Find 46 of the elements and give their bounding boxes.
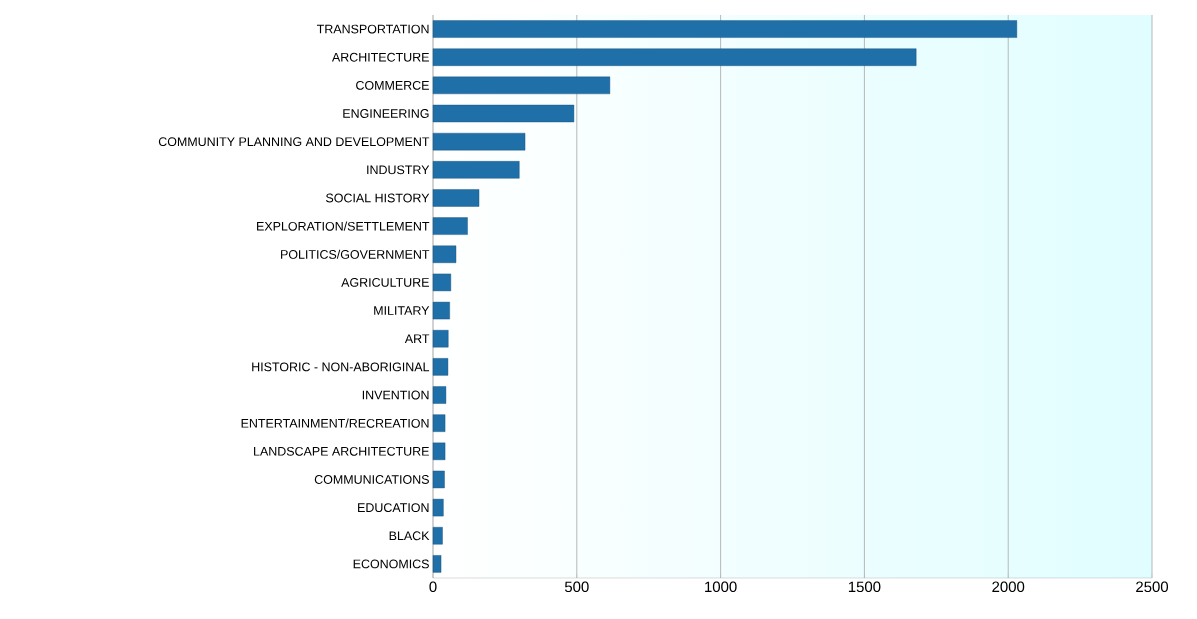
y-tick-label: COMMERCE [356, 80, 429, 90]
bar [432, 414, 446, 432]
y-tick-label: ENTERTAINMENT/RECREATION [241, 418, 429, 428]
bar [432, 527, 443, 545]
x-tick-label: 1000 [705, 581, 737, 593]
y-tick-label: BLACK [389, 531, 430, 541]
y-tick-label: MILITARY [374, 306, 430, 315]
bar [432, 442, 446, 461]
bar [432, 76, 611, 95]
y-tick-label: HISTORIC - NON-ABORIGINAL [252, 362, 430, 372]
y-tick-label: INVENTION [362, 390, 429, 400]
bar [432, 20, 1018, 38]
y-tick-label: INDUSTRY [367, 165, 430, 175]
x-tick-label: 2500 [1136, 581, 1169, 593]
bar [432, 555, 442, 573]
bar [432, 48, 917, 66]
bar [432, 189, 480, 207]
bar [432, 386, 447, 404]
y-tick-label: COMMUNITY PLANNING AND DEVELOPMENT [158, 137, 430, 147]
x-tick-label: 2000 [992, 581, 1025, 593]
y-tick-label: AGRICULTURE [341, 278, 429, 287]
bar [432, 470, 445, 489]
y-tick-label: SOCIAL HISTORY [326, 193, 430, 203]
x-tick-label: 500 [564, 581, 589, 593]
y-tick-label: POLITICS/GOVERNMENT [281, 249, 430, 259]
bar [432, 273, 452, 292]
x-tick-label: 0 [429, 581, 437, 593]
x-tick-label: 1500 [848, 581, 881, 593]
bar [432, 498, 444, 517]
y-tick-label: EDUCATION [358, 503, 429, 513]
y-tick-label: ENGINEERING [343, 109, 429, 118]
bar [432, 301, 450, 320]
y-tick-label: COMMUNICATIONS [314, 475, 429, 484]
bar [432, 330, 449, 348]
y-tick-label: EXPLORATION/SETTLEMENT [257, 221, 430, 231]
bar [432, 104, 575, 123]
y-tick-label: ECONOMICS [353, 559, 429, 569]
bar [432, 217, 468, 235]
bar [432, 132, 526, 151]
y-tick-label: ARCHITECTURE [331, 52, 429, 62]
bar [432, 358, 449, 376]
y-tick-label: LANDSCAPE ARCHITECTURE [254, 446, 429, 456]
y-tick-label: TRANSPORTATION [316, 24, 429, 34]
y-tick-label: ART [404, 334, 430, 343]
bar [432, 161, 520, 179]
bar [432, 245, 457, 263]
